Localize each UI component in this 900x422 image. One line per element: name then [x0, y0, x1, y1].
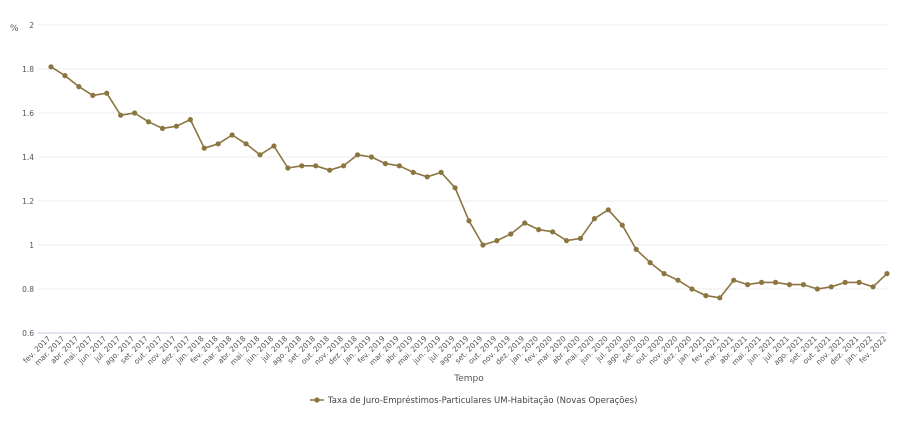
data-point[interactable]: [563, 238, 570, 244]
data-point[interactable]: [480, 242, 486, 248]
data-point[interactable]: [201, 145, 207, 151]
data-point[interactable]: [745, 282, 751, 288]
data-point[interactable]: [76, 84, 82, 90]
data-point[interactable]: [675, 277, 681, 283]
data-point[interactable]: [466, 218, 472, 224]
legend-label: Taxa de Juro-Empréstimos-Particulares UM…: [327, 395, 637, 406]
data-point[interactable]: [661, 271, 667, 277]
data-point[interactable]: [577, 235, 584, 241]
data-point[interactable]: [828, 284, 834, 290]
data-point[interactable]: [341, 163, 347, 169]
data-point[interactable]: [772, 279, 779, 285]
series-layer[interactable]: [48, 64, 890, 301]
data-point[interactable]: [870, 284, 876, 290]
data-point[interactable]: [187, 117, 193, 123]
data-point[interactable]: [842, 279, 848, 285]
data-point[interactable]: [299, 163, 305, 169]
data-point[interactable]: [48, 64, 54, 70]
data-point[interactable]: [215, 141, 221, 147]
data-point[interactable]: [800, 282, 807, 288]
data-point[interactable]: [633, 246, 639, 252]
series-line[interactable]: [50, 66, 888, 299]
data-point[interactable]: [285, 165, 291, 171]
data-point[interactable]: [731, 277, 737, 283]
data-point[interactable]: [452, 185, 458, 191]
data-point[interactable]: [717, 295, 723, 301]
y-tick-label: 2: [29, 21, 34, 30]
x-axis-title: Tempo: [453, 374, 484, 384]
legend[interactable]: Taxa de Juro-Empréstimos-Particulares UM…: [310, 395, 637, 406]
y-tick-label: 0.8: [22, 285, 34, 294]
y-axis-ticks: 0.6 0.8 1 1.2 1.4 1.6 1.8 2: [22, 21, 34, 338]
data-point[interactable]: [90, 92, 96, 98]
data-point[interactable]: [786, 282, 793, 288]
data-point[interactable]: [508, 231, 514, 237]
data-point[interactable]: [591, 216, 598, 222]
y-tick-label: 0.6: [22, 329, 34, 338]
data-point[interactable]: [327, 167, 333, 173]
data-point[interactable]: [132, 110, 138, 116]
data-point[interactable]: [118, 112, 124, 118]
data-point[interactable]: [368, 154, 375, 160]
data-point[interactable]: [703, 293, 709, 299]
data-point[interactable]: [814, 286, 820, 292]
y-tick-label: 1.6: [22, 109, 34, 118]
data-point[interactable]: [229, 132, 235, 138]
data-point[interactable]: [410, 169, 416, 175]
data-point[interactable]: [396, 163, 402, 169]
data-point[interactable]: [605, 207, 611, 213]
y-unit-label: %: [10, 24, 19, 34]
data-point[interactable]: [313, 163, 319, 169]
data-point[interactable]: [884, 271, 890, 277]
grid-lines: [38, 24, 887, 334]
data-point[interactable]: [619, 222, 625, 228]
data-point[interactable]: [494, 238, 500, 244]
y-tick-label: 1.4: [22, 153, 34, 162]
data-point[interactable]: [689, 286, 695, 292]
data-point[interactable]: [522, 220, 528, 226]
y-tick-label: 1.8: [22, 65, 34, 74]
data-point[interactable]: [536, 227, 542, 233]
data-point[interactable]: [257, 152, 263, 158]
data-point[interactable]: [438, 169, 444, 175]
data-point[interactable]: [62, 73, 68, 79]
data-point[interactable]: [382, 161, 388, 167]
data-point[interactable]: [104, 90, 110, 96]
data-point[interactable]: [354, 152, 361, 158]
data-point[interactable]: [173, 123, 179, 129]
legend-marker-icon: [314, 397, 320, 403]
data-point[interactable]: [759, 279, 765, 285]
y-tick-label: 1: [29, 241, 34, 250]
data-point[interactable]: [424, 174, 430, 180]
data-point[interactable]: [145, 119, 152, 125]
data-point[interactable]: [243, 141, 249, 147]
data-point[interactable]: [647, 260, 653, 266]
data-point[interactable]: [271, 143, 277, 149]
y-tick-label: 1.2: [22, 197, 34, 206]
data-point[interactable]: [856, 279, 862, 285]
data-point[interactable]: [159, 125, 166, 131]
data-point[interactable]: [550, 229, 556, 235]
